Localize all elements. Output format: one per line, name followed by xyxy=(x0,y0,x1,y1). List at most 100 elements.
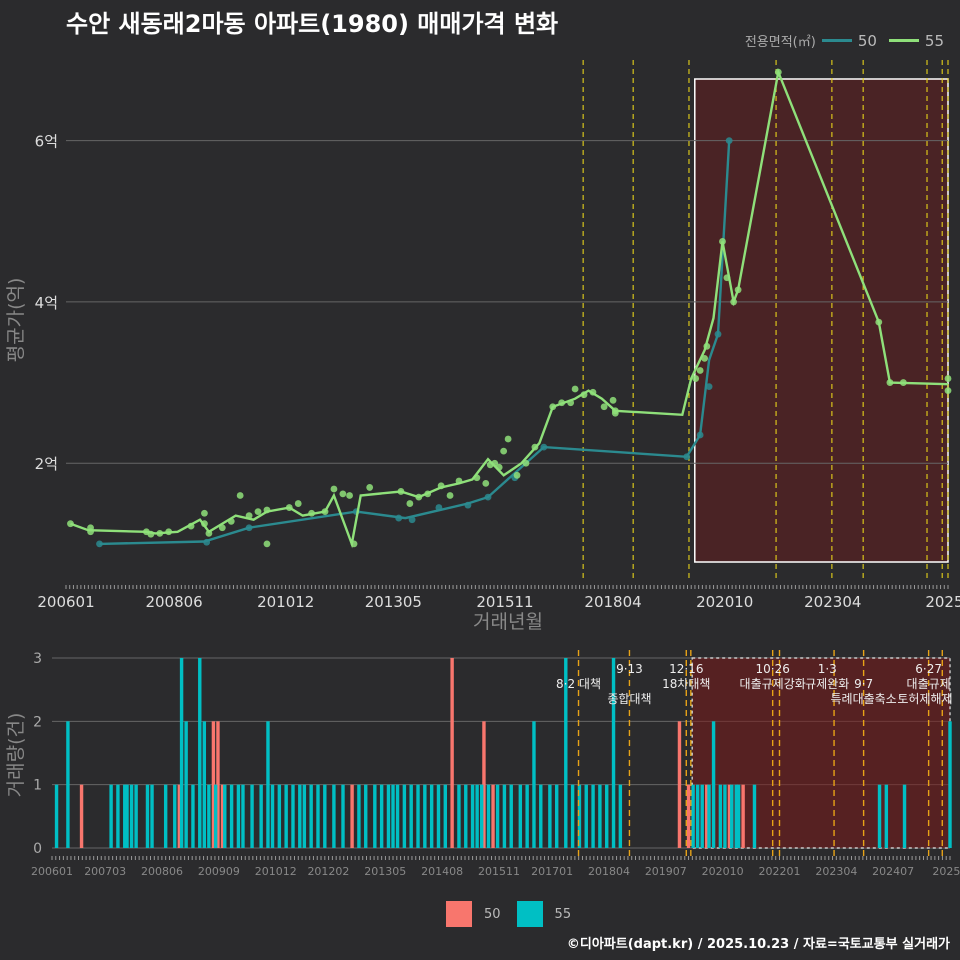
y-tick-label-1: 1 xyxy=(33,778,42,794)
y-axis-title: 평균가(억) xyxy=(5,278,27,363)
x-tick-label-0: 200601 xyxy=(31,865,73,878)
point-50 xyxy=(435,504,443,511)
legend-box-label-55: 55 xyxy=(554,906,572,922)
bar-55 xyxy=(902,784,907,848)
bar-55 xyxy=(502,784,507,848)
bar-55 xyxy=(250,784,254,848)
point-55 xyxy=(696,367,704,374)
bar-50 xyxy=(705,784,709,848)
point-50 xyxy=(484,493,492,501)
bar-55 xyxy=(948,721,952,848)
bar-55 xyxy=(364,784,368,848)
bar-55 xyxy=(150,784,154,848)
chart-title: 수안 새동래2마동 아파트(1980) 매매가격 변화 xyxy=(66,10,559,38)
bar-50 xyxy=(686,784,691,848)
point-55 xyxy=(730,298,738,306)
bar-55 xyxy=(277,784,282,848)
x-tick-label-7: 201408 xyxy=(421,865,463,878)
x-tick-label-4: 201511 xyxy=(476,593,533,611)
bar-55 xyxy=(134,784,138,848)
point-55 xyxy=(734,286,742,294)
x-tick-label-5: 201202 xyxy=(307,865,349,878)
x-tick-label-3: 201305 xyxy=(365,593,422,611)
point-55 xyxy=(723,274,731,282)
point-50 xyxy=(725,137,733,145)
point-50 xyxy=(464,501,472,509)
y-tick-label-0: 0 xyxy=(33,841,42,857)
point-55 xyxy=(473,474,481,482)
bar-55 xyxy=(718,784,723,848)
bar-55 xyxy=(198,658,202,848)
x-tick-label-16: 2025 xyxy=(932,865,960,878)
bar-55 xyxy=(163,784,168,848)
point-50 xyxy=(714,330,722,338)
point-55 xyxy=(491,459,499,467)
point-50 xyxy=(395,514,403,522)
point-55 xyxy=(567,399,575,407)
point-55 xyxy=(187,522,195,530)
x-tick-label-2: 201012 xyxy=(257,593,314,611)
point-55 xyxy=(350,540,358,548)
bar-55 xyxy=(266,721,270,848)
bar-50 xyxy=(220,784,225,848)
bar-50 xyxy=(491,784,495,848)
legend-label-50: 50 xyxy=(857,31,877,50)
point-55 xyxy=(254,508,262,516)
point-50 xyxy=(203,538,211,546)
x-tick-label-1: 200703 xyxy=(84,865,126,878)
point-55 xyxy=(446,492,454,499)
bar-55 xyxy=(877,784,882,848)
point-55 xyxy=(227,517,235,525)
point-55 xyxy=(589,388,597,396)
point-55 xyxy=(500,447,508,455)
point-55 xyxy=(415,493,423,501)
point-55 xyxy=(147,530,155,538)
bar-55 xyxy=(539,784,543,848)
y-tick-label-2: 2 xyxy=(33,714,42,730)
bar-50 xyxy=(177,784,182,848)
point-55 xyxy=(571,385,579,393)
x-tick-label-0: 200601 xyxy=(37,593,94,611)
point-55 xyxy=(236,492,244,499)
bar-50 xyxy=(677,721,682,848)
bar-55 xyxy=(66,721,70,848)
policy-label-0: 8·2 대책 xyxy=(556,676,601,691)
point-55 xyxy=(558,399,566,407)
legend-title: 전용면적(㎡) xyxy=(744,35,816,50)
bar-55 xyxy=(429,784,434,848)
legend-box-label-50: 50 xyxy=(484,906,501,922)
point-55 xyxy=(263,506,271,514)
bar-55 xyxy=(700,784,704,848)
y-tick-label-1: 4억 xyxy=(35,294,58,312)
bar-55 xyxy=(54,784,59,848)
x-axis-title: 거래년월 xyxy=(473,611,543,633)
bar-55 xyxy=(464,784,468,848)
bar-50 xyxy=(216,721,220,848)
x-tick-label-15: 202407 xyxy=(872,865,914,878)
bar-55 xyxy=(109,784,113,848)
bar-55 xyxy=(316,784,320,848)
point-50 xyxy=(683,453,691,461)
point-55 xyxy=(406,500,414,507)
x-tick-label-2: 200806 xyxy=(141,865,183,878)
legend-swatch-50 xyxy=(821,39,852,42)
bar-55 xyxy=(123,784,127,848)
bar-55 xyxy=(486,784,491,848)
policy-label-4: 18차대책 xyxy=(662,676,710,691)
x-tick-label-14: 202304 xyxy=(815,865,857,878)
policy-label-13: 토허제해제 xyxy=(897,692,952,706)
bar-55 xyxy=(416,784,420,848)
bar-55 xyxy=(391,784,395,848)
bar-55 xyxy=(357,784,361,848)
point-50 xyxy=(245,524,253,532)
bar-55 xyxy=(707,784,711,848)
point-55 xyxy=(455,477,463,485)
bar-55 xyxy=(184,721,188,848)
bar-55 xyxy=(618,784,623,848)
bar-50 xyxy=(450,658,454,848)
bar-55 xyxy=(598,784,602,848)
policy-label-12: 대출규제 xyxy=(907,677,951,691)
point-55 xyxy=(205,529,213,537)
